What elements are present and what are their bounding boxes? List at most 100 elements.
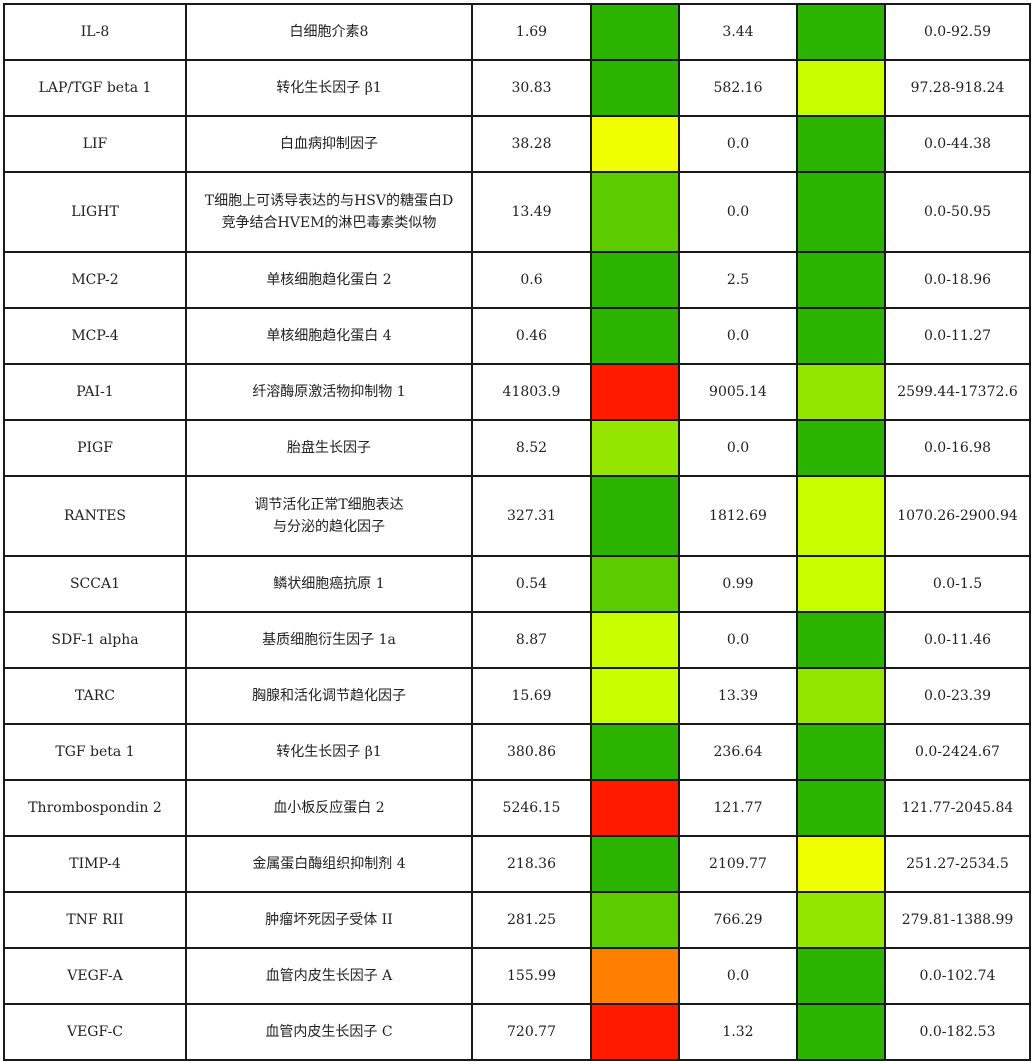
table-row: TIMP-4 金属蛋白酶组织抑制剂 4 218.36 2109.77 251.27-25…: [3, 835, 1031, 893]
color-indicator-2: [796, 171, 886, 253]
color-indicator-1: [590, 59, 680, 117]
table-row: TNF RII 肿瘤坏死因子受体 II 281.25 766.29 279.81-138…: [3, 891, 1031, 949]
description-line: 竞争结合HVEM的淋巴毒素类似物: [221, 215, 437, 231]
reference-range-cell: 0.0-50.95: [884, 171, 1031, 253]
marker-description-cell: 金属蛋白酶组织抑制剂 4: [185, 835, 473, 893]
description-line: 纤溶酶原激活物抑制物 1: [252, 384, 406, 400]
value-2-cell: 0.0: [678, 611, 798, 669]
marker-name-cell: LIGHT: [3, 171, 187, 253]
reference-range-cell: 2599.44-17372.6: [884, 363, 1031, 421]
description-line: T细胞上可诱导表达的与HSV的糖蛋白D: [204, 193, 454, 209]
marker-description-cell: 肿瘤坏死因子受体 II: [185, 891, 473, 949]
marker-name-cell: SCCA1: [3, 555, 187, 613]
table-row: TARC 胸腺和活化调节趋化因子 15.69 13.39 0.0-23.39: [3, 667, 1031, 725]
color-indicator-1: [590, 419, 680, 477]
color-indicator-1: [590, 1003, 680, 1061]
marker-name-cell: TIMP-4: [3, 835, 187, 893]
reference-range-cell: 0.0-102.74: [884, 947, 1031, 1005]
reference-range-cell: 0.0-16.98: [884, 419, 1031, 477]
color-indicator-1: [590, 475, 680, 557]
value-1-cell: 38.28: [471, 115, 592, 173]
color-indicator-2: [796, 611, 886, 669]
value-2-cell: 13.39: [678, 667, 798, 725]
marker-name-cell: PAI-1: [3, 363, 187, 421]
table-row: MCP-4 单核细胞趋化蛋白 4 0.46 0.0 0.0-11.27: [3, 307, 1031, 365]
color-indicator-2: [796, 835, 886, 893]
marker-name-cell: Thrombospondin 2: [3, 779, 187, 837]
color-indicator-1: [590, 115, 680, 173]
color-indicator-1: [590, 891, 680, 949]
color-indicator-2: [796, 475, 886, 557]
marker-description-cell: 纤溶酶原激活物抑制物 1: [185, 363, 473, 421]
value-1-cell: 41803.9: [471, 363, 592, 421]
description-line: 与分泌的趋化因子: [273, 519, 385, 535]
marker-description-cell: 血小板反应蛋白 2: [185, 779, 473, 837]
table-row: LIGHT T细胞上可诱导表达的与HSV的糖蛋白D 竞争结合HVEM的淋巴毒素类似物…: [3, 171, 1031, 253]
reference-range-cell: 1070.26-2900.94: [884, 475, 1031, 557]
reference-range-cell: 0.0-1.5: [884, 555, 1031, 613]
value-1-cell: 1.69: [471, 3, 592, 61]
description-line: 胎盘生长因子: [287, 440, 371, 456]
description-line: 单核细胞趋化蛋白 2: [266, 272, 392, 288]
color-indicator-2: [796, 419, 886, 477]
color-indicator-2: [796, 3, 886, 61]
description-line: 调节活化正常T细胞表达: [254, 497, 404, 513]
marker-description-cell: 单核细胞趋化蛋白 4: [185, 307, 473, 365]
value-1-cell: 5246.15: [471, 779, 592, 837]
description-line: 胸腺和活化调节趋化因子: [252, 688, 406, 704]
color-indicator-1: [590, 251, 680, 309]
value-2-cell: 0.0: [678, 115, 798, 173]
marker-description-cell: 血管内皮生长因子 C: [185, 1003, 473, 1061]
value-2-cell: 1.32: [678, 1003, 798, 1061]
value-1-cell: 327.31: [471, 475, 592, 557]
color-indicator-1: [590, 171, 680, 253]
value-1-cell: 0.54: [471, 555, 592, 613]
marker-description-cell: 白细胞介素8: [185, 3, 473, 61]
marker-name-cell: PIGF: [3, 419, 187, 477]
description-line: 鳞状细胞癌抗原 1: [273, 576, 385, 592]
marker-name-cell: LAP/TGF beta 1: [3, 59, 187, 117]
description-line: 转化生长因子 β1: [276, 744, 382, 760]
value-1-cell: 218.36: [471, 835, 592, 893]
color-indicator-1: [590, 3, 680, 61]
reference-range-cell: 0.0-11.46: [884, 611, 1031, 669]
value-2-cell: 766.29: [678, 891, 798, 949]
table-row: LAP/TGF beta 1 转化生长因子 β1 30.83 582.16 97.28-…: [3, 59, 1031, 117]
reference-range-cell: 0.0-44.38: [884, 115, 1031, 173]
marker-name-cell: IL-8: [3, 3, 187, 61]
color-indicator-2: [796, 891, 886, 949]
table-row: PIGF 胎盘生长因子 8.52 0.0 0.0-16.98: [3, 419, 1031, 477]
table-row: TGF beta 1 转化生长因子 β1 380.86 236.64 0.0-2424.…: [3, 723, 1031, 781]
value-2-cell: 0.0: [678, 171, 798, 253]
table-row: MCP-2 单核细胞趋化蛋白 2 0.6 2.5 0.0-18.96: [3, 251, 1031, 309]
value-1-cell: 0.6: [471, 251, 592, 309]
reference-range-cell: 0.0-182.53: [884, 1003, 1031, 1061]
marker-description-cell: 血管内皮生长因子 A: [185, 947, 473, 1005]
color-indicator-2: [796, 723, 886, 781]
description-line: 肿瘤坏死因子受体 II: [265, 912, 393, 928]
color-indicator-1: [590, 611, 680, 669]
value-2-cell: 0.0: [678, 947, 798, 1005]
marker-name-cell: RANTES: [3, 475, 187, 557]
color-indicator-1: [590, 835, 680, 893]
marker-description-cell: 胎盘生长因子: [185, 419, 473, 477]
table-row: VEGF-A 血管内皮生长因子 A 155.99 0.0 0.0-102.74: [3, 947, 1031, 1005]
description-line: 转化生长因子 β1: [276, 80, 382, 96]
value-1-cell: 8.87: [471, 611, 592, 669]
color-indicator-1: [590, 667, 680, 725]
cytokine-results-table: IL-8 白细胞介素8 1.69 3.44 0.0-92.59 LAP/TGF beta …: [3, 3, 1031, 1061]
description-line: 血管内皮生长因子 C: [265, 1024, 393, 1040]
reference-range-cell: 251.27-2534.5: [884, 835, 1031, 893]
value-2-cell: 0.0: [678, 307, 798, 365]
reference-range-cell: 0.0-18.96: [884, 251, 1031, 309]
table-row: PAI-1 纤溶酶原激活物抑制物 1 41803.9 9005.14 2599.44-1…: [3, 363, 1031, 421]
value-1-cell: 13.49: [471, 171, 592, 253]
value-2-cell: 0.99: [678, 555, 798, 613]
color-indicator-2: [796, 1003, 886, 1061]
marker-description-cell: 单核细胞趋化蛋白 2: [185, 251, 473, 309]
table-row: SDF-1 alpha 基质细胞衍生因子 1a 8.87 0.0 0.0-11.46: [3, 611, 1031, 669]
marker-description-cell: T细胞上可诱导表达的与HSV的糖蛋白D 竞争结合HVEM的淋巴毒素类似物: [185, 171, 473, 253]
color-indicator-1: [590, 779, 680, 837]
value-2-cell: 236.64: [678, 723, 798, 781]
value-2-cell: 582.16: [678, 59, 798, 117]
